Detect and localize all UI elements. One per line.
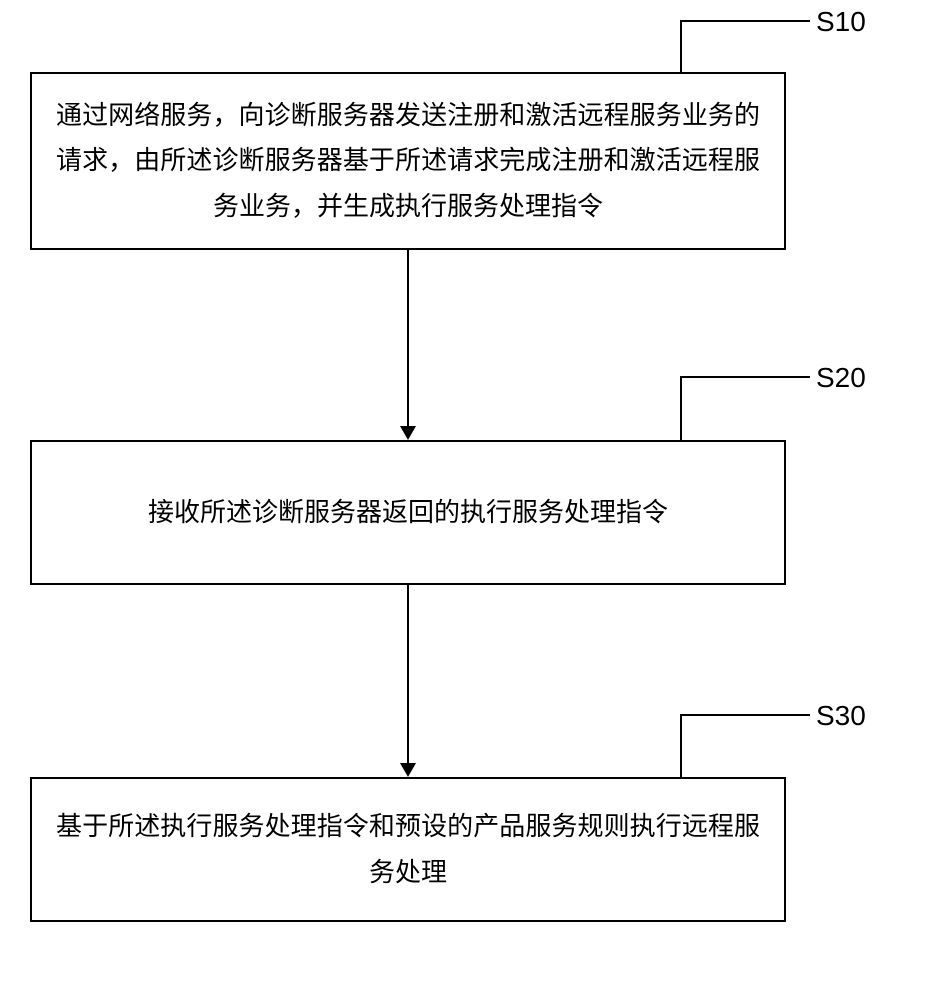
- step-text-s10: 通过网络服务，向诊断服务器发送注册和激活远程服务业务的请求，由所述诊断服务器基于…: [56, 93, 760, 230]
- step-label-s10: S10: [816, 6, 866, 38]
- leader-s20-horizontal: [680, 376, 810, 378]
- arrow-s10-s20-head: [400, 426, 416, 440]
- step-label-s20: S20: [816, 362, 866, 394]
- step-label-s30: S30: [816, 700, 866, 732]
- step-box-s30: 基于所述执行服务处理指令和预设的产品服务规则执行远程服务处理: [30, 777, 786, 922]
- leader-s30-horizontal: [680, 714, 810, 716]
- leader-s10-vertical: [680, 20, 682, 72]
- leader-s30-vertical: [680, 714, 682, 777]
- step-box-s10: 通过网络服务，向诊断服务器发送注册和激活远程服务业务的请求，由所述诊断服务器基于…: [30, 72, 786, 250]
- flowchart-container: 通过网络服务，向诊断服务器发送注册和激活远程服务业务的请求，由所述诊断服务器基于…: [0, 0, 925, 1000]
- leader-s20-vertical: [680, 376, 682, 440]
- step-box-s20: 接收所述诊断服务器返回的执行服务处理指令: [30, 440, 786, 585]
- step-text-s30: 基于所述执行服务处理指令和预设的产品服务规则执行远程服务处理: [56, 804, 760, 895]
- step-text-s20: 接收所述诊断服务器返回的执行服务处理指令: [148, 490, 668, 536]
- arrow-s10-s20-line: [407, 250, 409, 426]
- leader-s10-horizontal: [680, 20, 810, 22]
- arrow-s20-s30-line: [407, 585, 409, 763]
- arrow-s20-s30-head: [400, 763, 416, 777]
